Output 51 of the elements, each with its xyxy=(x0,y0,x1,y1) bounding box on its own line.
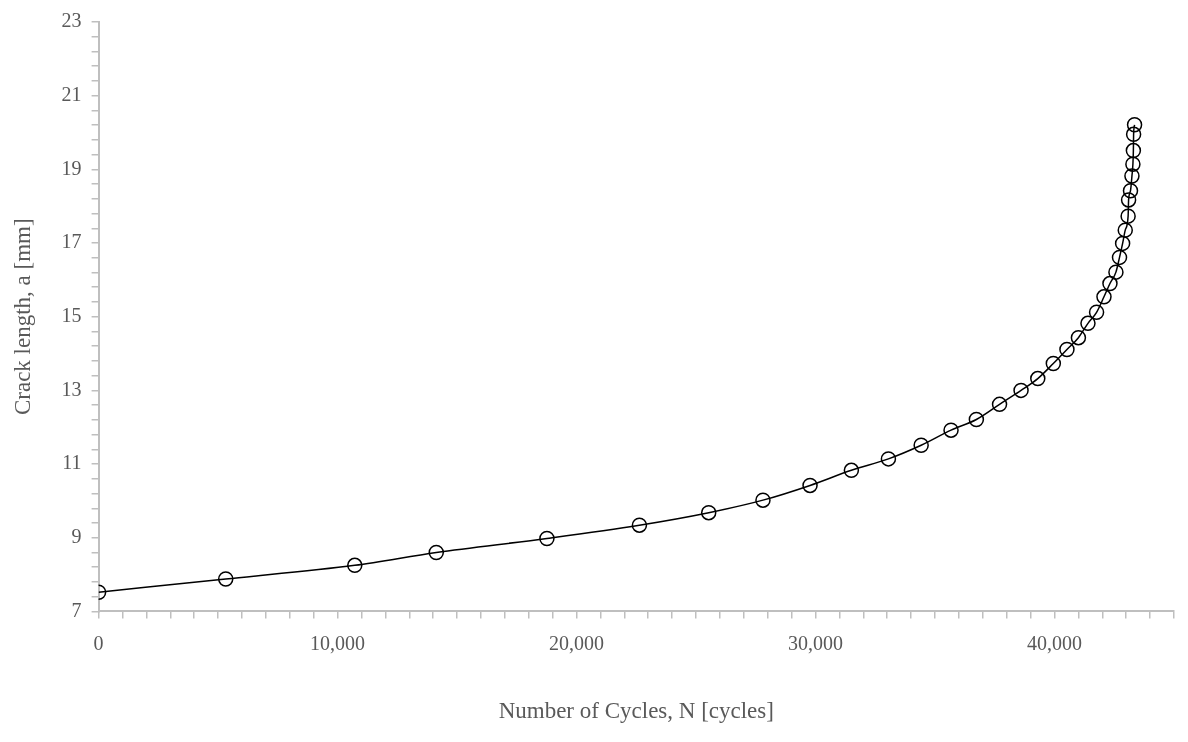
y-tick-label: 15 xyxy=(61,303,82,326)
point xyxy=(1120,208,1136,224)
point xyxy=(700,504,717,521)
point xyxy=(1125,142,1142,159)
point xyxy=(1096,289,1112,305)
point xyxy=(1108,264,1124,280)
point xyxy=(843,462,860,479)
x-tick-label: 40,000 xyxy=(1027,631,1083,654)
point xyxy=(1124,168,1140,184)
point xyxy=(943,422,959,438)
point xyxy=(631,517,648,533)
point xyxy=(1088,304,1105,321)
point xyxy=(991,396,1008,413)
y-tick-label: 17 xyxy=(61,230,82,253)
point xyxy=(1013,382,1029,399)
y-tick-label: 19 xyxy=(61,156,82,179)
point xyxy=(880,451,897,467)
x-tick-label: 0 xyxy=(93,631,104,654)
point xyxy=(428,544,445,561)
point xyxy=(968,411,985,428)
x-tick-label: 20,000 xyxy=(549,631,605,654)
y-tick-label: 13 xyxy=(61,377,82,400)
point xyxy=(1120,192,1137,208)
x-axis-title: Number of Cycles, N [cycles] xyxy=(498,698,774,724)
y-tick-label: 23 xyxy=(61,9,82,32)
point xyxy=(1045,355,1062,372)
point xyxy=(347,557,363,574)
point xyxy=(802,477,818,494)
point xyxy=(1059,341,1075,358)
point xyxy=(755,492,771,508)
y-tick-label: 11 xyxy=(62,451,82,474)
point xyxy=(913,437,929,454)
y-tick-label: 7 xyxy=(71,598,82,621)
point xyxy=(217,571,234,587)
point xyxy=(1111,249,1128,266)
point xyxy=(1122,182,1139,199)
point xyxy=(1126,117,1143,133)
y-tick-label: 9 xyxy=(71,524,82,547)
y-axis-title: Crack length, a [mm] xyxy=(9,218,35,416)
point xyxy=(1114,235,1131,252)
point xyxy=(1080,315,1096,332)
point xyxy=(1125,126,1142,143)
y-tick-label: 21 xyxy=(61,82,82,105)
point xyxy=(1117,222,1133,238)
x-tick-label: 10,000 xyxy=(310,631,366,654)
point xyxy=(539,530,555,547)
point xyxy=(1070,329,1087,346)
point xyxy=(1125,156,1141,172)
point xyxy=(1030,370,1046,387)
x-tick-label: 30,000 xyxy=(788,631,844,654)
point xyxy=(1102,275,1118,292)
